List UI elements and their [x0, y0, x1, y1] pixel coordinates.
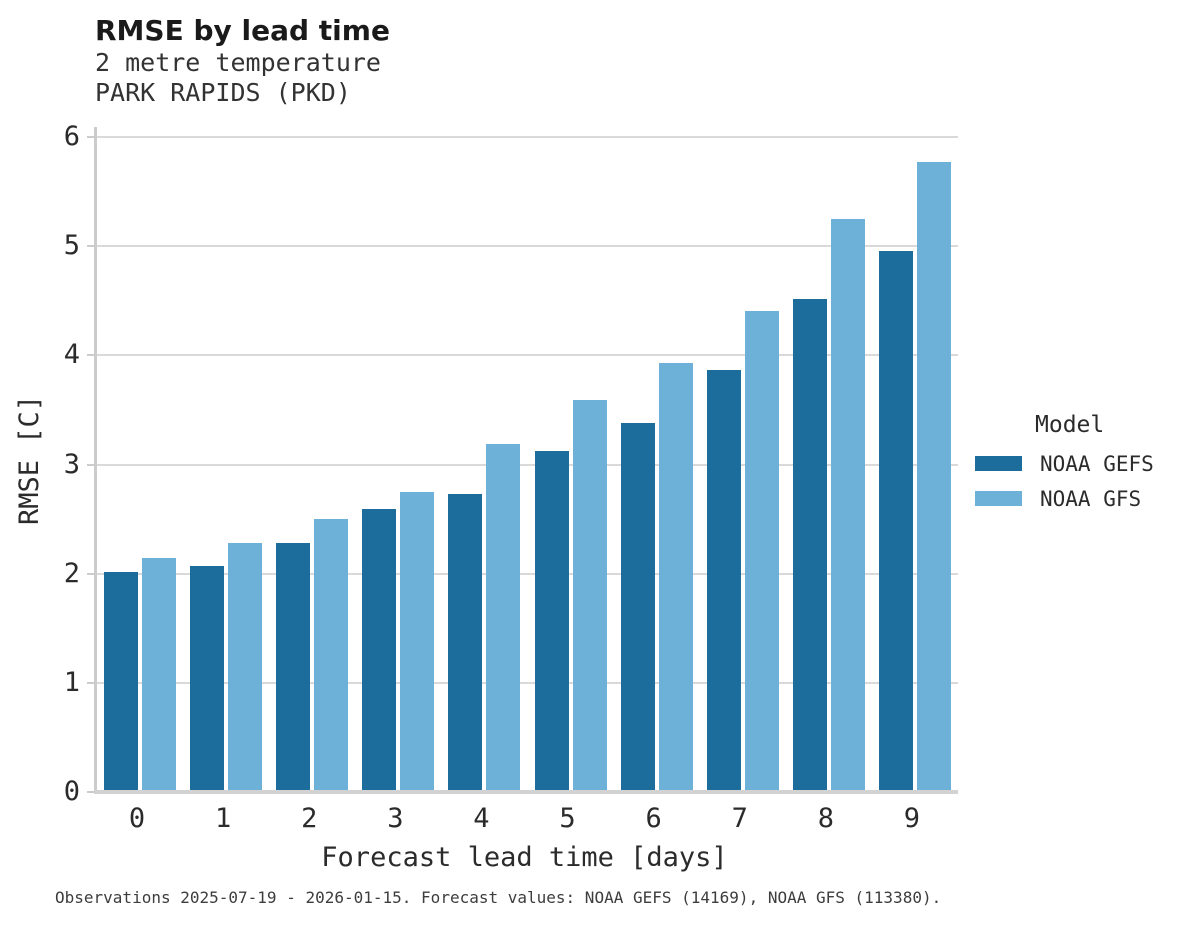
y-tick-label-2: 2: [63, 557, 80, 589]
x-tick-label-1: 1: [215, 803, 232, 834]
y-tick-mark-1: [87, 681, 95, 684]
legend-item-noaa-gefs: NOAA GEFS: [975, 446, 1154, 481]
title-block: RMSE by lead time 2 metre temperature PA…: [95, 14, 390, 108]
y-axis-tick-labels: 0 1 2 3 4 5 6: [0, 121, 80, 806]
bar-noaa-gfs-lead-1: [228, 543, 263, 791]
legend: Model NOAA GEFS NOAA GFS: [975, 412, 1154, 516]
bar-noaa-gfs-lead-7: [744, 310, 779, 791]
y-tick-label-5: 5: [63, 230, 80, 262]
x-tick-label-5: 5: [559, 803, 576, 834]
gridline-y-2: [97, 572, 958, 575]
bar-noaa-gefs-lead-3: [362, 509, 397, 791]
bar-group-lead-3: [355, 127, 441, 792]
bar-noaa-gfs-lead-5: [572, 400, 607, 791]
y-axis-title: RMSE [C]: [14, 394, 45, 526]
x-axis-spine: [94, 790, 958, 794]
bars-layer: [97, 127, 958, 792]
gridline-y-4: [97, 354, 958, 357]
legend-swatch-noaa-gefs: [975, 456, 1022, 471]
bar-group-lead-2: [269, 127, 355, 792]
bar-noaa-gfs-lead-4: [486, 443, 521, 791]
legend-title: Model: [1035, 412, 1105, 438]
x-tick-label-7: 7: [731, 803, 748, 834]
y-tick-label-3: 3: [63, 448, 80, 480]
y-tick-mark-3: [87, 463, 95, 466]
gridline-y-3: [97, 463, 958, 466]
gridline-y-6: [97, 135, 958, 138]
bar-group-lead-1: [183, 127, 269, 792]
y-tick-mark-5: [87, 245, 95, 248]
bar-noaa-gefs-lead-7: [706, 369, 741, 791]
bar-noaa-gefs-lead-4: [448, 494, 483, 791]
y-tick-label-4: 4: [63, 339, 80, 371]
y-tick-label-6: 6: [63, 120, 80, 152]
bar-noaa-gefs-lead-8: [792, 298, 827, 791]
legend-swatch-noaa-gfs: [975, 491, 1022, 506]
y-tick-mark-2: [87, 572, 95, 575]
gridline-y-5: [97, 245, 958, 248]
bar-noaa-gfs-lead-3: [400, 491, 435, 791]
bar-noaa-gefs-lead-2: [276, 543, 311, 791]
bar-group-lead-9: [872, 127, 958, 792]
plot-panel: [87, 127, 958, 794]
chart-subtitle-station: PARK RAPIDS (PKD): [95, 78, 351, 107]
legend-items: NOAA GEFS NOAA GFS: [975, 446, 1154, 516]
bar-noaa-gfs-lead-9: [916, 162, 951, 791]
legend-item-noaa-gfs: NOAA GFS: [975, 481, 1154, 516]
bar-noaa-gfs-lead-8: [830, 218, 865, 791]
bar-group-lead-8: [786, 127, 872, 792]
bar-noaa-gfs-lead-2: [314, 519, 349, 791]
bar-group-lead-4: [441, 127, 527, 792]
x-axis-title: Forecast lead time [days]: [321, 842, 728, 873]
bar-group-lead-5: [528, 127, 614, 792]
y-tick-mark-6: [87, 135, 95, 138]
bar-noaa-gefs-lead-1: [190, 566, 225, 791]
bar-noaa-gefs-lead-0: [104, 571, 138, 791]
x-tick-label-6: 6: [645, 803, 662, 834]
bar-noaa-gfs-lead-0: [142, 558, 176, 791]
legend-label-noaa-gfs: NOAA GFS: [1040, 486, 1142, 511]
x-tick-label-2: 2: [301, 803, 318, 834]
x-tick-label-8: 8: [817, 803, 834, 834]
chart-subtitle-variable: 2 metre temperature: [95, 48, 381, 77]
bar-noaa-gefs-lead-5: [534, 451, 569, 791]
y-tick-mark-4: [87, 354, 95, 357]
y-tick-label-1: 1: [63, 666, 80, 698]
bar-noaa-gefs-lead-9: [878, 250, 913, 791]
bar-group-lead-0: [97, 127, 183, 792]
gridline-y-1: [97, 681, 958, 684]
x-axis-tick-labels: 0 1 2 3 4 5 6 7 8 9: [94, 803, 955, 835]
x-tick-label-0: 0: [128, 803, 146, 834]
caption: Observations 2025-07-19 - 2026-01-15. Fo…: [55, 888, 942, 907]
bar-group-lead-7: [700, 127, 786, 792]
x-tick-label-4: 4: [473, 803, 490, 834]
bar-noaa-gefs-lead-6: [620, 423, 655, 791]
y-tick-mark-0: [87, 791, 95, 793]
x-tick-label-3: 3: [387, 803, 404, 834]
chart-title: RMSE by lead time: [95, 14, 390, 47]
legend-label-noaa-gefs: NOAA GEFS: [1040, 451, 1154, 476]
x-tick-label-9: 9: [903, 803, 921, 834]
y-tick-label-0: 0: [63, 776, 80, 807]
bar-group-lead-6: [614, 127, 700, 792]
bar-noaa-gfs-lead-6: [658, 363, 693, 791]
